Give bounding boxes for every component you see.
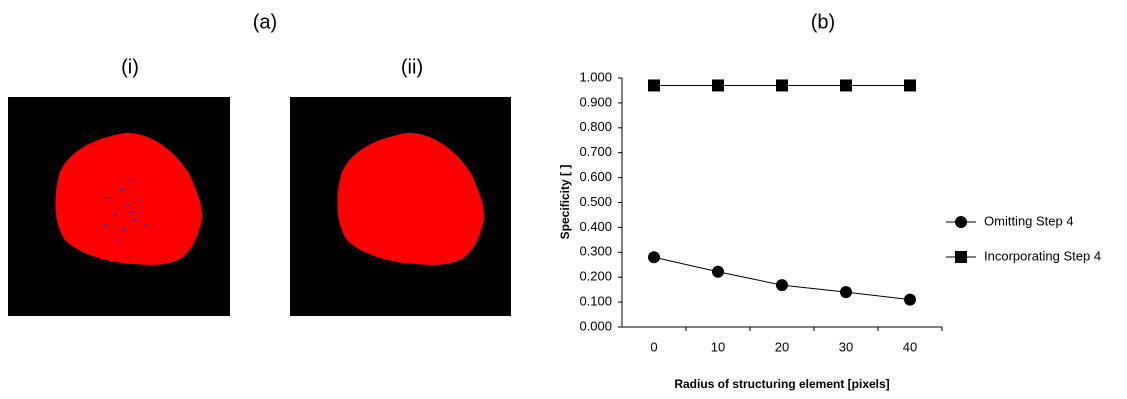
legend-label: Omitting Step 4 <box>984 213 1074 228</box>
y-tick-label: 0.900 <box>579 94 612 109</box>
data-point <box>776 79 788 91</box>
x-tick-label: 20 <box>775 339 789 354</box>
data-point <box>840 79 852 91</box>
x-tick-label: 30 <box>839 339 853 354</box>
y-tick-label: 0.600 <box>579 169 612 184</box>
y-tick-label: 0.100 <box>579 294 612 309</box>
legend-label: Incorporating Step 4 <box>984 248 1101 263</box>
data-point <box>712 79 724 91</box>
series-line <box>654 257 910 299</box>
panel-label: (i) <box>121 56 139 78</box>
x-tick-label: 40 <box>903 339 917 354</box>
x-tick-label: 10 <box>711 339 725 354</box>
y-tick-label: 0.300 <box>579 244 612 259</box>
data-point <box>648 251 660 263</box>
panel-label: (ii) <box>401 56 423 78</box>
y-tick-label: 0.500 <box>579 194 612 209</box>
image-i <box>8 97 230 316</box>
data-point <box>904 79 916 91</box>
data-point <box>648 79 660 91</box>
y-tick-label: 0.800 <box>579 119 612 134</box>
y-tick-label: 0.700 <box>579 144 612 159</box>
x-axis-label: Radius of structuring element [pixels] <box>674 377 889 391</box>
figure: (a) (i) (ii) (b) Specificity [ ] Radius … <box>0 0 1127 399</box>
y-tick-label: 0.200 <box>579 269 612 284</box>
y-tick-label: 1.000 <box>579 69 612 84</box>
legend-marker <box>955 251 967 263</box>
data-point <box>904 294 916 306</box>
y-tick-label: 0.400 <box>579 219 612 234</box>
y-axis-label: Specificity [ ] <box>558 165 572 240</box>
image-ii <box>290 97 511 316</box>
legend-marker <box>955 216 967 228</box>
y-tick-label: 0.000 <box>579 318 612 333</box>
data-point <box>840 286 852 298</box>
data-point <box>712 266 724 278</box>
panel-label: (a) <box>253 11 277 33</box>
panel-label: (b) <box>811 11 835 33</box>
x-tick-label: 0 <box>650 339 657 354</box>
data-point <box>776 279 788 291</box>
